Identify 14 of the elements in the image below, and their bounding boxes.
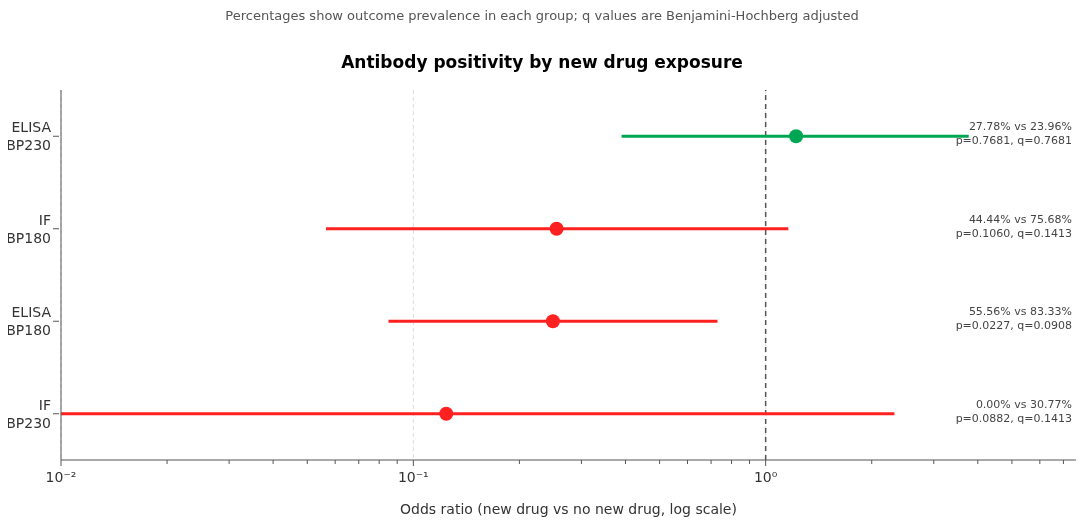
annotation: 0.00% vs 30.77% p=0.0882, q=0.1413 xyxy=(955,397,1072,426)
annotation: 44.44% vs 75.68% p=0.1060, q=0.1413 xyxy=(955,212,1072,241)
x-tick-label: 10⁻¹ xyxy=(397,469,429,485)
annotation: 27.78% vs 23.96% p=0.7681, q=0.7681 xyxy=(955,120,1072,149)
y-tick-label: ELISA BP230 xyxy=(6,119,52,154)
x-tick-label: 10⁰ xyxy=(753,469,778,485)
x-axis-title: Odds ratio (new drug vs no new drug, log scale) xyxy=(400,501,737,517)
annotation: 55.56% vs 83.33% p=0.0227, q=0.0908 xyxy=(955,305,1072,334)
x-tick-label: 10⁻² xyxy=(45,469,77,485)
chart-subtitle: Percentages show outcome prevalence in each group; q values are Benjamini-Hochberg adjusted xyxy=(224,8,860,23)
y-tick-label: IF BP230 xyxy=(6,396,51,431)
y-tick-label: ELISA BP180 xyxy=(6,304,52,339)
chart-title: Antibody positivity by new drug exposure xyxy=(340,52,744,72)
y-tick-label: IF BP180 xyxy=(6,211,51,246)
